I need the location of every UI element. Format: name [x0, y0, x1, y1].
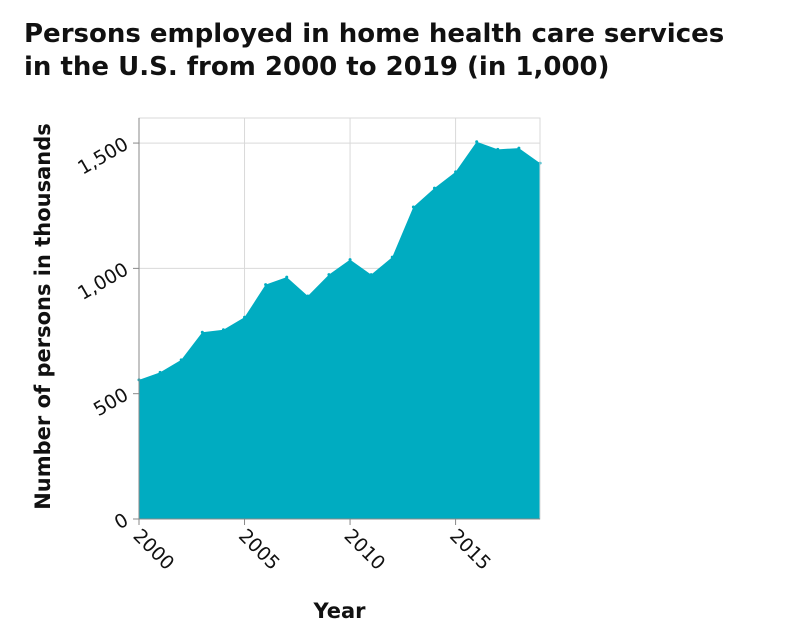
data-point	[243, 315, 247, 319]
data-point	[411, 205, 415, 209]
data-point	[264, 283, 268, 287]
data-point	[390, 255, 394, 259]
data-point	[221, 328, 225, 332]
data-point	[327, 273, 331, 277]
data-point	[432, 186, 436, 190]
data-point	[454, 170, 458, 174]
area-series	[137, 140, 542, 519]
x-tick-label: 2005	[234, 525, 284, 575]
y-tick-label: 500	[90, 384, 132, 421]
chart-title: Persons employed in home health care ser…	[24, 18, 784, 84]
data-point	[496, 147, 500, 151]
y-tick-label: 0	[111, 509, 132, 534]
data-point	[285, 275, 289, 279]
x-tick-label: 2000	[129, 525, 179, 575]
y-tick-label: 1,000	[74, 258, 132, 304]
x-axis-title: Year	[312, 599, 366, 623]
y-axis-title: Number of persons in thousands	[31, 123, 55, 510]
x-tick-label: 2015	[445, 525, 495, 575]
chart-title-line-2: in the U.S. from 2000 to 2019 (in 1,000)	[24, 52, 610, 82]
y-axis: 0 500 1,000 1,500	[74, 118, 140, 534]
y-tick-label: 1,500	[74, 133, 132, 179]
x-tick-label: 2010	[340, 525, 390, 575]
area-fill	[139, 141, 540, 519]
data-point	[200, 330, 204, 334]
chart-title-line-1: Persons employed in home health care ser…	[24, 19, 725, 49]
data-point	[348, 258, 352, 262]
x-axis: 2000 2005 2010 2015	[129, 518, 540, 575]
data-point	[179, 358, 183, 362]
data-point	[306, 294, 310, 298]
data-point	[158, 370, 162, 374]
data-point	[517, 146, 521, 150]
data-point	[369, 273, 373, 277]
data-point	[475, 140, 479, 144]
